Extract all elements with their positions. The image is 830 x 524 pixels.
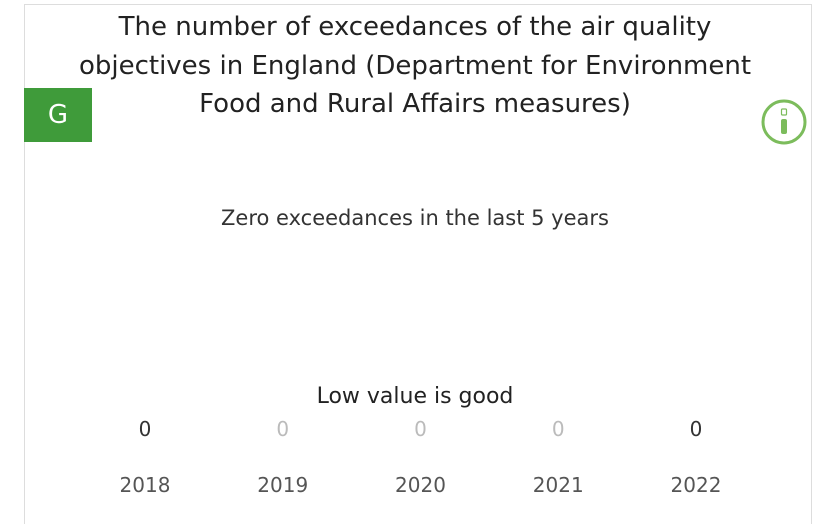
message: Zero exceedances in the last 5 years bbox=[221, 206, 609, 230]
info-dot bbox=[780, 108, 788, 116]
title-line: Food and Rural Affairs measures) bbox=[199, 89, 631, 119]
year: 2022 bbox=[670, 473, 722, 497]
year: 2020 bbox=[395, 473, 446, 497]
status-badge: G bbox=[24, 88, 92, 142]
info-stem bbox=[781, 119, 787, 134]
card-border bbox=[24, 4, 812, 524]
note: Low value is good bbox=[316, 384, 514, 409]
value: 0 bbox=[276, 417, 290, 441]
value: 0 bbox=[414, 417, 427, 441]
value: 0 bbox=[551, 417, 565, 441]
year: 2021 bbox=[532, 473, 584, 497]
info-icon[interactable] bbox=[760, 98, 808, 146]
value: 0 bbox=[689, 417, 703, 441]
info-circle bbox=[761, 99, 807, 145]
title-line: The number of exceedances of the air qua… bbox=[118, 12, 712, 42]
year: 2018 bbox=[119, 473, 171, 497]
title-line: objectives in England (Department for En… bbox=[78, 51, 752, 81]
year: 2019 bbox=[257, 473, 309, 497]
value: 0 bbox=[138, 417, 152, 441]
